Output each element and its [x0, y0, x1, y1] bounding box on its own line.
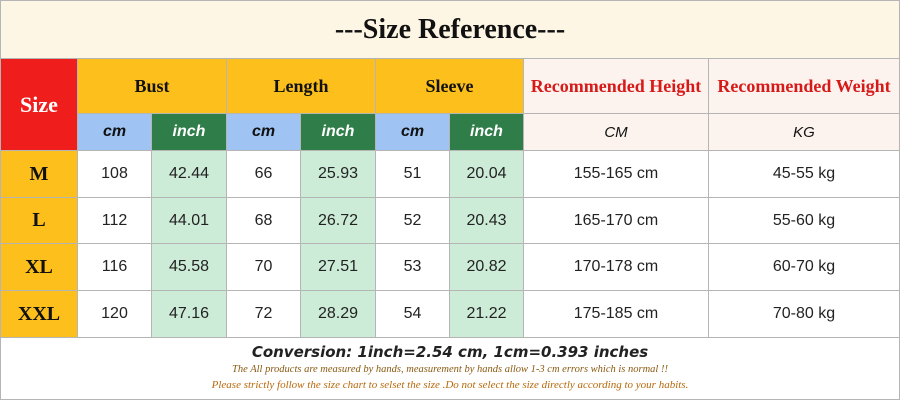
size-value: 53 — [375, 243, 450, 291]
size-value: 112 — [77, 197, 152, 244]
size-label: XL — [0, 243, 78, 291]
size-value: 55-60 kg — [708, 197, 900, 244]
unit-header: cm — [77, 113, 152, 151]
size-label: M — [0, 150, 78, 198]
size-value: 70-80 kg — [708, 290, 900, 338]
title: ---Size Reference--- — [0, 0, 900, 59]
unit-header: inch — [300, 113, 376, 151]
size-value: 25.93 — [300, 150, 376, 198]
size-value: 70 — [226, 243, 301, 291]
unit-header: inch — [151, 113, 227, 151]
group-header: Length — [226, 58, 376, 114]
size-value: 66 — [226, 150, 301, 198]
size-value: 170-178 cm — [523, 243, 709, 291]
footer-note: The All products are measured by hands, … — [232, 364, 668, 375]
size-value: 44.01 — [151, 197, 227, 244]
size-value: 72 — [226, 290, 301, 338]
size-value: 42.44 — [151, 150, 227, 198]
group-header: Sleeve — [375, 58, 524, 114]
size-value: 116 — [77, 243, 152, 291]
size-value: 120 — [77, 290, 152, 338]
footer-note: Please strictly follow the size chart to… — [211, 379, 689, 391]
unit-header: cm — [226, 113, 301, 151]
size-value: 45-55 kg — [708, 150, 900, 198]
recommended-header: Recommended Height — [523, 58, 709, 114]
size-value: 26.72 — [300, 197, 376, 244]
size-value: 45.58 — [151, 243, 227, 291]
size-value: 28.29 — [300, 290, 376, 338]
size-value: 51 — [375, 150, 450, 198]
unit-header: CM — [523, 113, 709, 151]
size-value: 21.22 — [449, 290, 524, 338]
size-value: 165-170 cm — [523, 197, 709, 244]
size-value: 27.51 — [300, 243, 376, 291]
conversion: Conversion: 1inch=2.54 cm, 1cm=0.393 inc… — [251, 343, 649, 361]
size-value: 47.16 — [151, 290, 227, 338]
group-header: Bust — [77, 58, 227, 114]
unit-header: inch — [449, 113, 524, 151]
size-value: 175-185 cm — [523, 290, 709, 338]
size-value: 155-165 cm — [523, 150, 709, 198]
unit-header: KG — [708, 113, 900, 151]
size-value: 54 — [375, 290, 450, 338]
size-value: 68 — [226, 197, 301, 244]
size-value: 20.43 — [449, 197, 524, 244]
size-value: 52 — [375, 197, 450, 244]
recommended-header: Recommended Weight — [708, 58, 900, 114]
size-header: Size — [0, 58, 78, 151]
size-label: L — [0, 197, 78, 244]
size-value: 20.82 — [449, 243, 524, 291]
size-value: 20.04 — [449, 150, 524, 198]
size-label: XXL — [0, 290, 78, 338]
size-value: 60-70 kg — [708, 243, 900, 291]
unit-header: cm — [375, 113, 450, 151]
size-value: 108 — [77, 150, 152, 198]
